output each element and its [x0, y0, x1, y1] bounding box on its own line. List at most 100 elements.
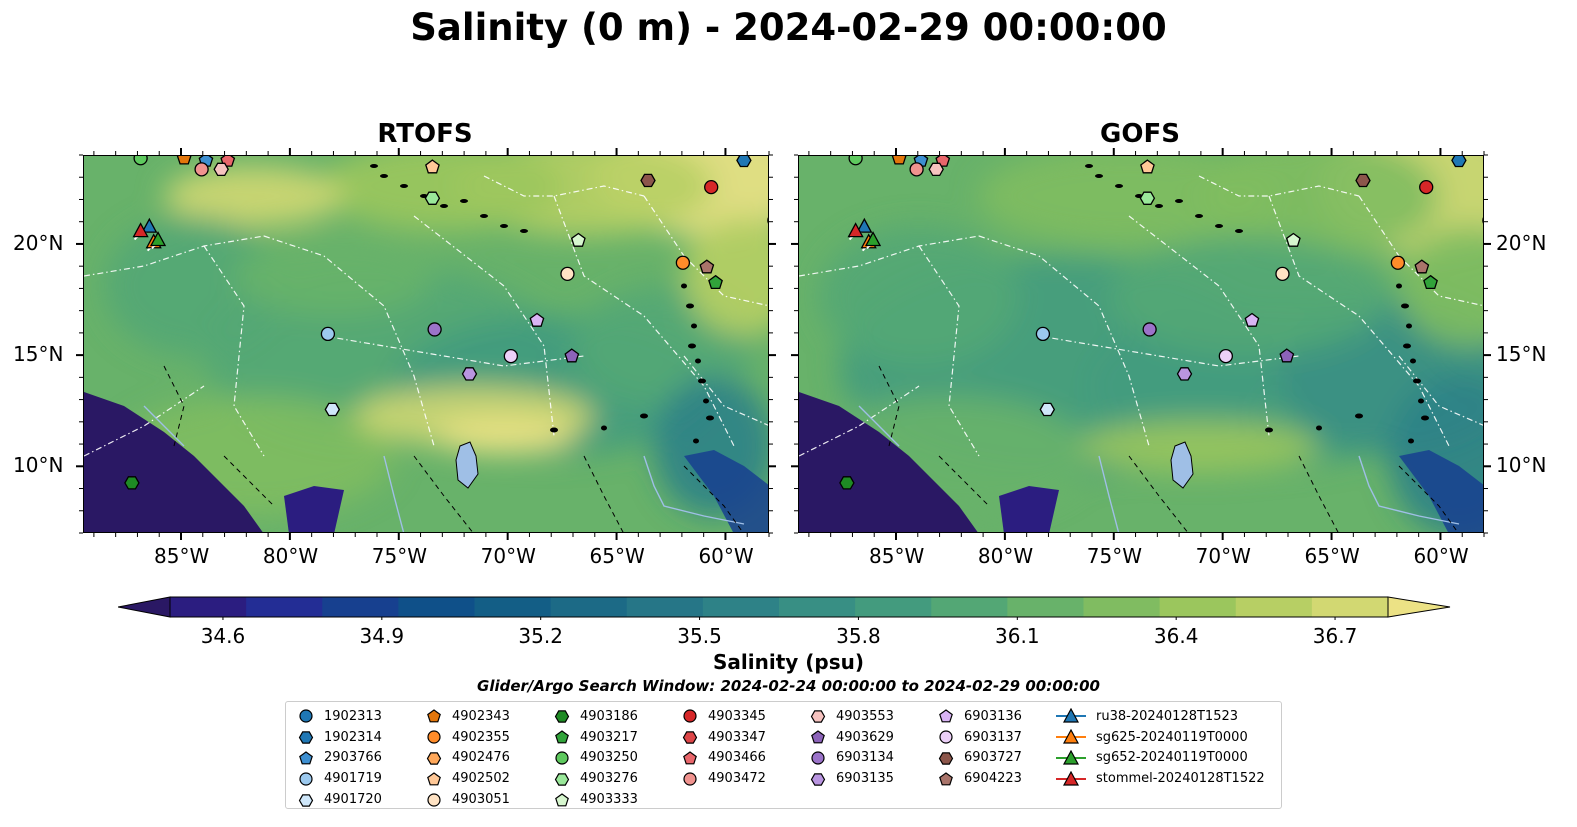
colorbar-segment: [550, 597, 628, 617]
float-4903250[interactable]: [133, 156, 148, 166]
glider-ru38-20240128T1523[interactable]: [141, 217, 158, 233]
legend-item: 6904223: [938, 768, 1022, 789]
float-4903472[interactable]: [194, 162, 209, 177]
float-4901720[interactable]: [1039, 402, 1056, 417]
gofs-salinity-map[interactable]: [798, 155, 1484, 533]
glider-stommel-20240128T1522[interactable]: [132, 222, 149, 238]
float-4903553[interactable]: [928, 162, 944, 177]
float-6903134[interactable]: [427, 322, 442, 337]
legend-label: stommel-20240128T1522: [1096, 771, 1265, 787]
float-4901719[interactable]: [1035, 326, 1051, 342]
legend-label: 4903629: [836, 729, 894, 745]
lon-tick-label: 75°W: [371, 544, 427, 568]
float-4901719[interactable]: [320, 326, 336, 342]
legend-label: 4901720: [324, 792, 382, 808]
float-4902343[interactable]: [176, 156, 192, 165]
legend-circle-marker: [939, 730, 953, 744]
float-4901720[interactable]: [324, 402, 341, 417]
float-4902355[interactable]: [675, 255, 691, 270]
float-4903553[interactable]: [213, 162, 229, 177]
legend-hexagon-marker: [298, 793, 314, 807]
legend-label: 4901719: [324, 771, 382, 787]
float-4902355[interactable]: [1390, 255, 1406, 270]
legend-hexagon-marker: [810, 773, 826, 786]
float-6903135[interactable]: [461, 367, 478, 381]
float-6903137[interactable]: [503, 348, 518, 364]
legend-circle-marker: [299, 709, 313, 723]
float-4903217[interactable]: [708, 274, 723, 290]
colorbar-tick-label: 34.9: [359, 624, 405, 648]
float-4903333[interactable]: [1285, 232, 1301, 247]
float-4903051[interactable]: [560, 266, 575, 281]
legend-label: 4903186: [580, 708, 638, 724]
legend-item: ru38-20240128T1523: [1056, 706, 1265, 727]
float-4903051[interactable]: [1275, 266, 1290, 281]
legend-item: stommel-20240128T1522: [1056, 768, 1265, 789]
float-4903276[interactable]: [1139, 191, 1156, 205]
lon-tick-label: 85°W: [869, 544, 925, 568]
legend-hexagon-marker: [682, 731, 698, 744]
float-6903727[interactable]: [640, 173, 656, 188]
glider-sg652-20240119T0000[interactable]: [864, 231, 882, 247]
float-1902313[interactable]: [767, 214, 769, 227]
float-4903333[interactable]: [570, 232, 586, 247]
legend-item: 4903629: [810, 727, 894, 748]
lon-tick-label: 85°W: [154, 544, 210, 568]
legend-hexagon-marker: [298, 731, 314, 744]
legend-glider-marker: [1056, 729, 1086, 744]
float-4903629[interactable]: [564, 348, 580, 363]
float-6904223[interactable]: [699, 259, 715, 274]
legend-column: 4902343 4902355 4902476 4902502 4903051: [426, 706, 510, 810]
legend-label: 6903134: [836, 750, 894, 766]
lat-tick-label: 10°N: [13, 453, 64, 478]
legend-label: 4903051: [452, 792, 510, 808]
float-6903136[interactable]: [529, 312, 545, 327]
glider-ru38-20240128T1523[interactable]: [856, 217, 873, 233]
legend-circle-marker: [555, 751, 569, 765]
legend-label: 6903136: [964, 708, 1022, 724]
float-4903276[interactable]: [424, 191, 441, 205]
rtofs-panel-title: RTOFS: [377, 119, 473, 149]
float-1902314[interactable]: [1451, 156, 1467, 168]
colorbar-segment: [931, 597, 1008, 617]
float-6903137[interactable]: [1218, 348, 1233, 364]
legend-circle-marker: [811, 751, 825, 765]
legend-column: 6903136 6903137 6903727 6904223: [938, 706, 1022, 789]
float-6903135[interactable]: [1176, 367, 1193, 381]
float-6903134[interactable]: [1142, 322, 1157, 337]
float-4903217[interactable]: [1423, 274, 1438, 290]
float-6904223[interactable]: [1414, 259, 1430, 274]
float-4903629[interactable]: [1279, 348, 1295, 363]
colorbar-segment: [246, 597, 323, 617]
legend-label: 6904223: [964, 771, 1022, 787]
colorbar-segment: [1083, 597, 1161, 617]
glider-sg652-20240119T0000[interactable]: [149, 231, 167, 247]
colorbar-segment: [474, 597, 552, 617]
float-4903472[interactable]: [909, 162, 924, 177]
legend-pentagon-marker: [939, 772, 953, 786]
figure-title: Salinity (0 m) - 2024-02-29 00:00:00: [410, 6, 1167, 49]
float-4902502[interactable]: [1140, 159, 1155, 174]
float-1902313[interactable]: [1482, 214, 1484, 227]
float-4902502[interactable]: [425, 159, 440, 174]
float-4903345[interactable]: [704, 179, 719, 195]
legend-item: 4903347: [682, 727, 766, 748]
lon-tick-label: 70°W: [480, 544, 536, 568]
float-4903345[interactable]: [1419, 179, 1434, 195]
float-1902314[interactable]: [736, 156, 752, 168]
float-4903250[interactable]: [848, 156, 863, 166]
legend-label: 4903276: [580, 771, 638, 787]
glider-stommel-20240128T1522[interactable]: [847, 222, 864, 238]
float-4902343[interactable]: [891, 156, 907, 165]
legend-label: 4902355: [452, 729, 510, 745]
float-4903186[interactable]: [839, 476, 855, 490]
legend-item: 1902314: [298, 727, 382, 748]
rtofs-salinity-map[interactable]: [83, 155, 769, 533]
legend-item: 4903472: [682, 768, 766, 789]
colorbar-label: Salinity (psu): [712, 650, 864, 674]
float-4903186[interactable]: [124, 476, 140, 490]
float-6903136[interactable]: [1244, 312, 1260, 327]
float-6903727[interactable]: [1355, 173, 1371, 188]
legend-label: 4903217: [580, 729, 638, 745]
colorbar-segment: [855, 597, 932, 617]
